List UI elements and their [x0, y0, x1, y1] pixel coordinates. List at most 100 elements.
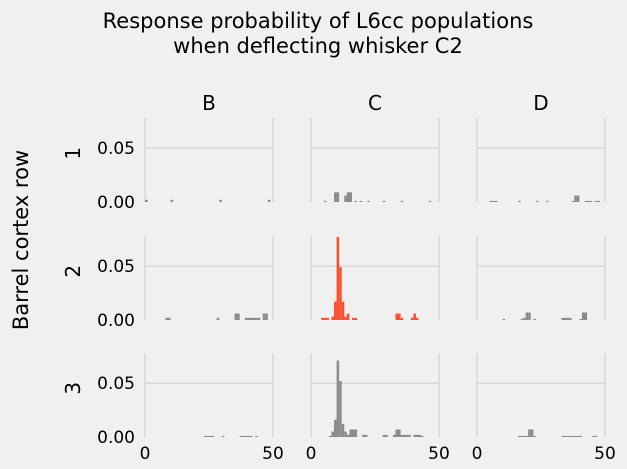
bar-D1-7 [574, 195, 577, 202]
panel-D3 [476, 353, 606, 437]
bar-B2-6 [247, 317, 250, 320]
bar-D3-14 [579, 435, 582, 437]
bar-C3-11 [362, 434, 365, 437]
x-tick-label-D-1: 50 [594, 444, 616, 464]
bar-C3-23 [415, 434, 419, 437]
bar-D2-2 [523, 317, 526, 320]
bar-C3-12 [364, 434, 368, 437]
bar-C3-9 [351, 429, 355, 437]
bar-C2-2 [326, 317, 329, 320]
bar-D3-13 [576, 435, 580, 437]
bar-D3-9 [566, 435, 570, 437]
column-label-C: C [368, 91, 382, 115]
bar-C3-7 [346, 434, 350, 437]
chart-title-line-2: when deflecting whisker C2 [173, 34, 463, 58]
bar-D3-15 [592, 435, 595, 437]
bar-D1-8 [576, 195, 580, 202]
bar-D3-16 [594, 435, 598, 437]
bar-C3-16 [395, 429, 399, 437]
bar-C2-0 [321, 317, 324, 320]
bar-B3-7 [244, 435, 248, 437]
bar-D2-6 [561, 317, 565, 320]
bar-C1-5 [349, 192, 352, 202]
bar-B1-2 [219, 199, 222, 202]
bar-D1-4 [535, 200, 539, 202]
bar-C2-16 [413, 313, 416, 320]
bar-D1-13 [597, 200, 600, 202]
panel-D2 [476, 236, 606, 320]
bar-C3-2 [334, 419, 337, 437]
bar-C2-17 [415, 317, 419, 320]
x-tick-label-D-0: 0 [472, 444, 483, 464]
bar-C1-0 [323, 200, 327, 202]
panel-C2 [310, 236, 440, 320]
bar-D3-7 [561, 435, 565, 437]
bar-C3-20 [405, 434, 409, 437]
bar-D2-5 [533, 318, 536, 320]
bar-D1-9 [584, 200, 588, 202]
column-label-B: B [202, 91, 216, 115]
bar-C1-8 [367, 200, 370, 202]
row-label-1: 1 [61, 147, 85, 160]
bar-D2-3 [525, 312, 529, 320]
bar-C2-1 [323, 317, 327, 320]
y-tick-label-row2-0: 0.00 [97, 311, 135, 331]
bar-B1-3 [267, 199, 271, 202]
bar-B3-1 [206, 435, 209, 437]
bar-C3-14 [385, 434, 388, 437]
bar-C2-11 [354, 317, 358, 320]
x-tick-label-B-0: 0 [140, 444, 151, 464]
y-tick-label-row1-1: 0.05 [97, 139, 135, 159]
bar-D1-5 [546, 200, 549, 202]
bar-D1-6 [571, 200, 575, 202]
bar-C2-14 [400, 317, 404, 320]
bar-B3-3 [211, 435, 215, 437]
bar-C3-1 [331, 431, 335, 437]
bar-C3-25 [421, 435, 424, 437]
bar-D1-3 [517, 200, 521, 202]
bar-C3-6 [344, 431, 347, 437]
bar-C2-6 [339, 267, 342, 320]
bar-C3-10 [354, 429, 358, 437]
bar-B1-0 [145, 199, 148, 202]
bar-C1-11 [428, 200, 432, 202]
bar-B2-0 [165, 317, 169, 320]
row-label-2: 2 [61, 265, 85, 278]
bar-C3-21 [408, 434, 411, 437]
bar-C2-10 [351, 317, 355, 320]
bar-C3-3 [336, 360, 340, 437]
x-tick-label-C-1: 50 [428, 444, 450, 464]
bar-C1-3 [344, 195, 347, 202]
bar-D3-10 [569, 435, 572, 437]
bar-D1-2 [494, 200, 498, 202]
y-axis-label: Barrel cortex row [9, 150, 33, 330]
bar-D3-8 [564, 435, 567, 437]
bar-C2-13 [398, 313, 401, 320]
bar-D1-12 [594, 200, 598, 202]
bar-D2-12 [584, 312, 588, 320]
bar-C3-5 [341, 424, 345, 437]
bar-C3-0 [328, 435, 332, 437]
bar-C3-17 [398, 429, 401, 437]
x-tick-label-C-0: 0 [306, 444, 317, 464]
bar-C3-15 [392, 434, 396, 437]
x-tick-label-B-1: 50 [262, 444, 284, 464]
panel-B1 [144, 118, 274, 202]
bar-C2-7 [341, 301, 345, 320]
bar-D2-1 [520, 318, 524, 320]
bar-B3-9 [249, 435, 253, 437]
bar-C2-9 [346, 313, 350, 320]
bar-B2-4 [237, 313, 240, 320]
bar-C3-4 [339, 381, 342, 437]
row-label-3: 3 [61, 382, 85, 395]
bar-B2-2 [216, 317, 220, 320]
bar-C1-1 [334, 192, 337, 202]
bar-C1-6 [354, 200, 358, 202]
bar-C1-2 [336, 192, 340, 202]
bar-B2-3 [234, 313, 238, 320]
bar-C2-15 [410, 317, 414, 320]
bar-D1-10 [587, 200, 590, 202]
panel-C3 [310, 353, 440, 437]
bar-D3-0 [517, 435, 521, 437]
